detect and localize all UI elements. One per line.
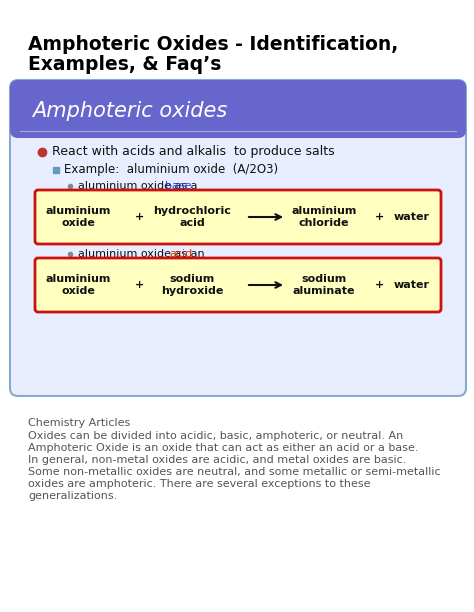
Text: React with acids and alkalis  to produce salts: React with acids and alkalis to produce … bbox=[52, 146, 335, 159]
Text: water: water bbox=[394, 280, 430, 290]
Text: generalizations.: generalizations. bbox=[28, 491, 117, 501]
Text: aluminium oxide as an: aluminium oxide as an bbox=[78, 249, 208, 259]
Text: hydrochloric
acid: hydrochloric acid bbox=[153, 206, 231, 228]
Text: +: + bbox=[136, 212, 145, 222]
Text: base: base bbox=[165, 181, 191, 191]
Text: aluminium
oxide: aluminium oxide bbox=[46, 206, 111, 228]
Text: sodium
aluminate: sodium aluminate bbox=[293, 274, 355, 296]
Text: aluminium
oxide: aluminium oxide bbox=[46, 274, 111, 296]
Text: In general, non-metal oxides are acidic, and metal oxides are basic.: In general, non-metal oxides are acidic,… bbox=[28, 455, 406, 465]
FancyBboxPatch shape bbox=[35, 258, 441, 312]
Text: sodium
hydroxide: sodium hydroxide bbox=[161, 274, 223, 296]
Text: aluminium
chloride: aluminium chloride bbox=[292, 206, 357, 228]
Text: water: water bbox=[394, 212, 430, 222]
Text: acid: acid bbox=[169, 249, 192, 259]
Text: +: + bbox=[375, 212, 384, 222]
FancyBboxPatch shape bbox=[35, 190, 441, 244]
Text: Oxides can be divided into acidic, basic, amphoteric, or neutral. An: Oxides can be divided into acidic, basic… bbox=[28, 431, 403, 441]
Text: Some non-metallic oxides are neutral, and some metallic or semi-metallic: Some non-metallic oxides are neutral, an… bbox=[28, 467, 441, 477]
Text: aluminium oxide as a: aluminium oxide as a bbox=[78, 181, 201, 191]
FancyBboxPatch shape bbox=[10, 80, 466, 138]
Text: Amphoteric oxides: Amphoteric oxides bbox=[32, 101, 227, 121]
Bar bbox=[18, 109, 458, 131]
FancyBboxPatch shape bbox=[10, 80, 466, 396]
Text: oxides are amphoteric. There are several exceptions to these: oxides are amphoteric. There are several… bbox=[28, 479, 371, 489]
Text: Amphoteric Oxides - Identification,: Amphoteric Oxides - Identification, bbox=[28, 35, 398, 54]
Text: +: + bbox=[136, 280, 145, 290]
Text: Amphoteric Oxide is an oxide that can act as either an acid or a base.: Amphoteric Oxide is an oxide that can ac… bbox=[28, 443, 419, 453]
Text: Examples, & Faq’s: Examples, & Faq’s bbox=[28, 55, 221, 74]
Text: Example:  aluminium oxide  (A/2O3): Example: aluminium oxide (A/2O3) bbox=[64, 163, 278, 176]
Text: Chemistry Articles: Chemistry Articles bbox=[28, 418, 130, 428]
Text: +: + bbox=[375, 280, 384, 290]
